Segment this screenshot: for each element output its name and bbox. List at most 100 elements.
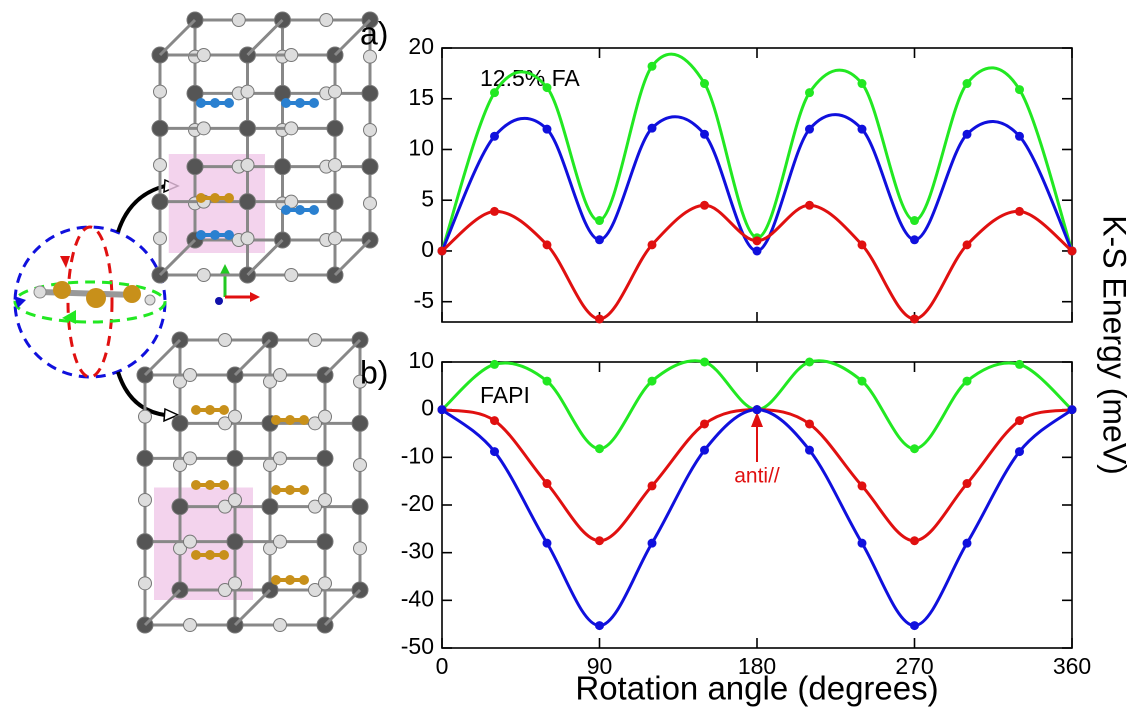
data-point [647, 61, 657, 71]
molecule-atom [191, 480, 201, 490]
atom [328, 231, 342, 246]
series-line [440, 113, 1074, 253]
molecule-atom [299, 415, 309, 425]
atom [284, 268, 299, 282]
data-point [910, 621, 919, 631]
x-tick-label: 0 [436, 653, 449, 679]
atom [363, 123, 377, 137]
atom [183, 618, 197, 632]
atom [273, 534, 287, 549]
lattice-line [143, 338, 182, 377]
data-point [962, 79, 972, 89]
atom [240, 84, 255, 99]
data-point [647, 481, 657, 491]
data-point [595, 216, 604, 226]
y-tick-label: -50 [401, 633, 434, 659]
atom [228, 409, 242, 424]
y-tick-label: -40 [401, 585, 434, 611]
atom [328, 84, 342, 99]
data-point [1015, 131, 1024, 141]
atom [284, 48, 299, 62]
data-point [647, 538, 657, 548]
molecule-atom [285, 485, 295, 495]
lattice-line [323, 588, 362, 627]
molecule-atom [224, 193, 234, 203]
y-tick-label: -30 [401, 538, 434, 564]
data-point [700, 419, 709, 429]
molecule-atom [299, 485, 309, 495]
data-point [490, 131, 499, 141]
atom [218, 499, 232, 514]
molecule-atom [205, 405, 215, 415]
atom [273, 618, 287, 632]
x-tick-label: 360 [1053, 653, 1091, 679]
data-point [647, 123, 657, 133]
data-point [490, 206, 499, 216]
atom [328, 158, 342, 172]
data-point [700, 200, 709, 210]
atom [218, 333, 232, 347]
arrowhead [62, 310, 76, 324]
atom [361, 84, 379, 102]
x-axis-label: Rotation angle (degrees) [575, 670, 938, 707]
data-point [542, 240, 552, 250]
data-point [542, 538, 552, 548]
data-point [1015, 206, 1024, 216]
atom [186, 158, 204, 176]
atom [353, 374, 367, 389]
data-point [437, 405, 447, 415]
atom [183, 534, 197, 549]
data-point [857, 481, 867, 491]
atom [136, 449, 154, 467]
data-point [647, 376, 657, 386]
y-tick-label: 10 [408, 135, 434, 161]
molecule-atom [191, 550, 201, 560]
illustration [13, 11, 379, 634]
data-point [857, 124, 867, 134]
molecule-atom [295, 98, 305, 108]
data-point [752, 246, 762, 256]
molecule-atom [205, 550, 215, 560]
molecule-atom [196, 98, 206, 108]
molecule-atom [210, 193, 220, 203]
rotation-ellipse [13, 280, 167, 324]
molecule-atom [295, 205, 305, 215]
atom [138, 576, 152, 591]
atom [351, 498, 369, 516]
y-tick-label: -10 [401, 442, 434, 468]
atom [318, 409, 332, 424]
data-point [910, 444, 919, 454]
atom [261, 498, 279, 516]
molecule-atom [271, 575, 281, 585]
data-point [857, 376, 867, 386]
atom [240, 231, 255, 246]
plot-frame [441, 361, 1073, 649]
atom [353, 458, 367, 472]
molecule-atom [210, 98, 220, 108]
data-point [595, 235, 604, 245]
molecule-atom [309, 98, 319, 108]
atom [308, 583, 322, 597]
molecule-atom [210, 230, 220, 240]
arrowhead [163, 407, 180, 423]
molecule-atom [285, 575, 295, 585]
molecule-atom [271, 415, 281, 425]
atom [226, 449, 244, 467]
data-point [1067, 405, 1077, 415]
lattice-line [333, 238, 372, 277]
data-point [857, 240, 867, 250]
atom [153, 231, 167, 246]
molecule-atom [219, 405, 229, 415]
molecule-atom [224, 230, 234, 240]
data-point [595, 536, 604, 546]
data-point [542, 376, 552, 386]
molecule-atom [281, 98, 291, 108]
atom [326, 119, 344, 137]
molecule-atom [224, 98, 234, 108]
data-point [857, 538, 867, 548]
atom [186, 84, 204, 102]
atom [316, 533, 334, 551]
data-point [962, 538, 972, 548]
atom [316, 449, 334, 467]
